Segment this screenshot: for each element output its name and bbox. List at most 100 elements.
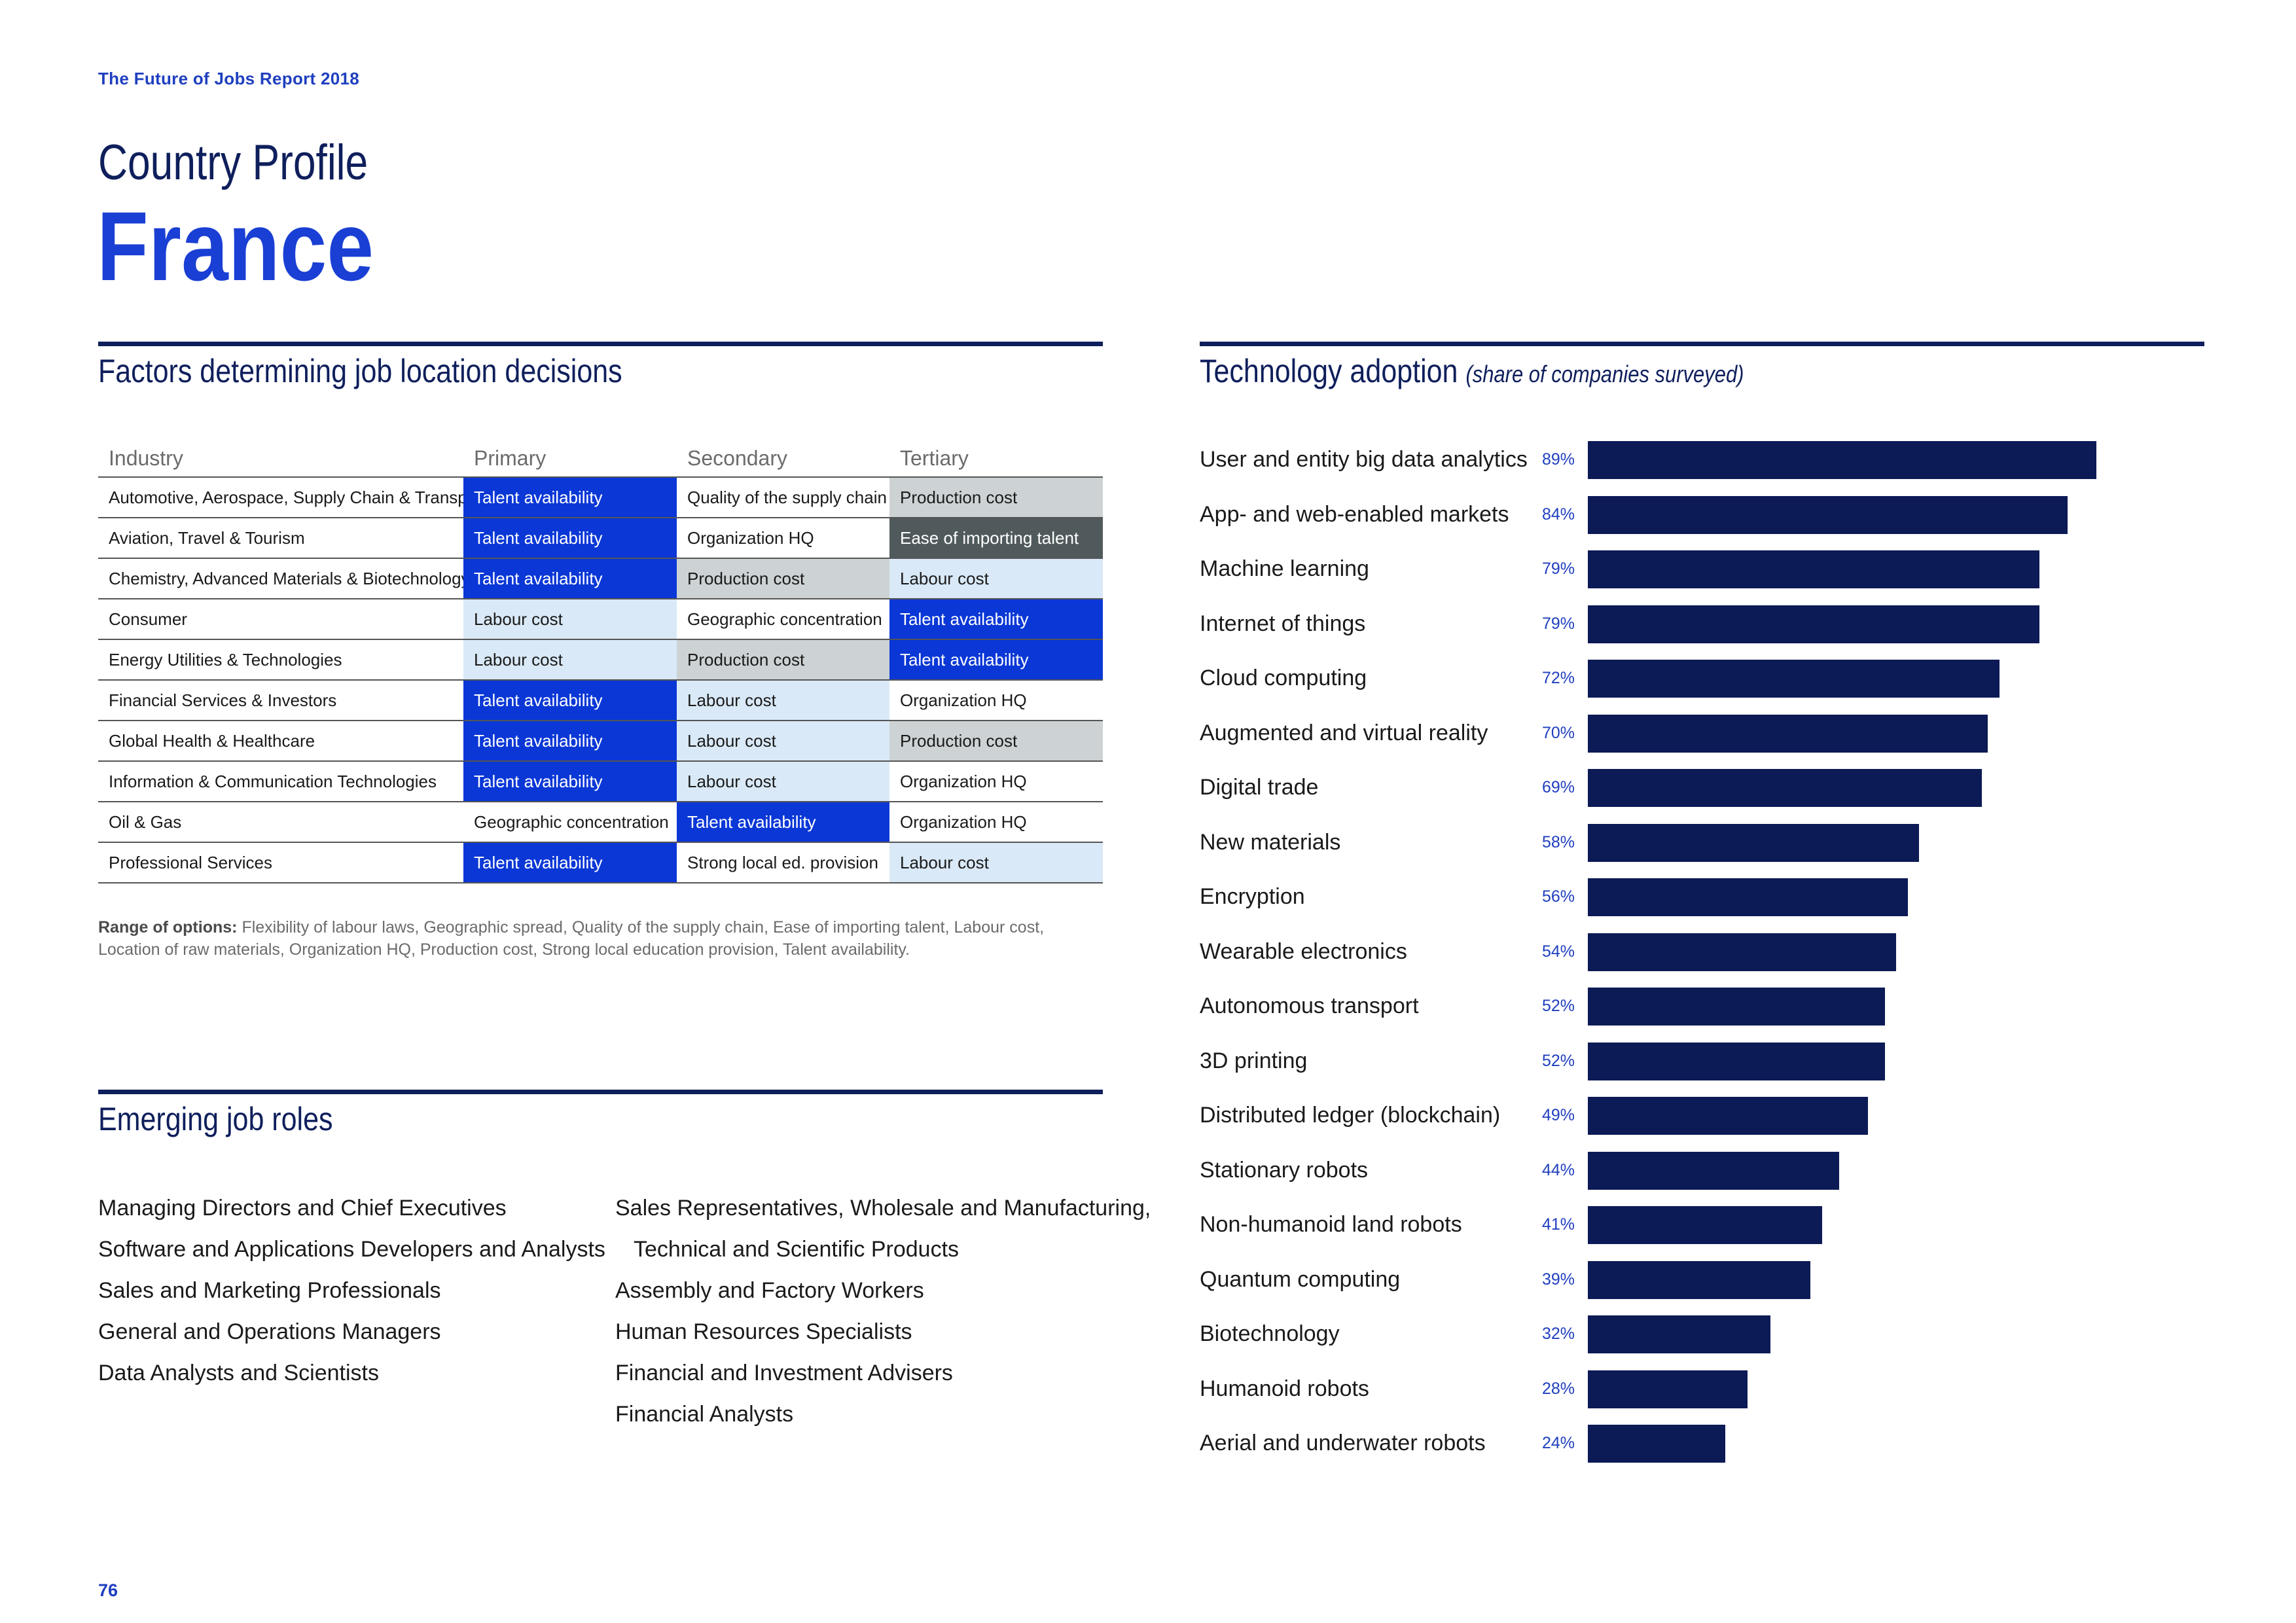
table-row: Energy Utilities & Technologies Labour c… <box>98 639 1103 681</box>
factors-header-row: Industry Primary Secondary Tertiary <box>98 440 1103 478</box>
tech-bar <box>1588 550 2039 588</box>
tech-bar <box>1588 1260 1811 1299</box>
tertiary-cell: Labour cost <box>889 842 1103 883</box>
section-rule-roles <box>98 1090 1103 1094</box>
tech-bar <box>1588 495 2068 534</box>
tech-value-label: 49% <box>1542 1106 1575 1124</box>
secondary-cell: Production cost <box>677 558 889 599</box>
tech-bar <box>1588 605 2039 643</box>
report-title: The Future of Jobs Report 2018 <box>98 69 360 88</box>
roles-column-1: Managing Directors and Chief Executives … <box>98 1188 605 1394</box>
role-item: General and Operations Managers <box>98 1319 441 1344</box>
tech-label: Cloud computing <box>1200 666 1367 690</box>
primary-cell: Talent availability <box>463 761 677 802</box>
tech-value-label: 89% <box>1542 450 1575 469</box>
role-item: Sales and Marketing Professionals <box>98 1278 441 1303</box>
tech-bar <box>1588 769 1982 807</box>
tech-bar <box>1588 1042 1885 1080</box>
tech-label: Wearable electronics <box>1200 938 1407 964</box>
primary-cell: Talent availability <box>463 721 677 762</box>
secondary-cell: Labour cost <box>677 761 889 802</box>
table-row: Global Health & Healthcare Talent availa… <box>98 721 1103 762</box>
section-rule-tech <box>1200 342 2204 346</box>
secondary-cell: Organization HQ <box>677 518 889 559</box>
tertiary-cell: Organization HQ <box>889 761 1103 802</box>
tech-value-label: 44% <box>1542 1160 1575 1179</box>
range-of-options-note: Range of options: Flexibility of labour … <box>98 916 1103 961</box>
tertiary-cell: Talent availability <box>889 599 1103 640</box>
tertiary-cell: Organization HQ <box>889 680 1103 721</box>
industry-cell: Energy Utilities & Technologies <box>98 639 463 681</box>
tech-value-label: 69% <box>1542 778 1575 796</box>
tertiary-cell: Labour cost <box>889 558 1103 599</box>
tech-value-label: 54% <box>1542 942 1575 961</box>
tech-bar <box>1588 823 1920 862</box>
tertiary-cell: Organization HQ <box>889 802 1103 843</box>
industry-cell: Consumer <box>98 599 463 640</box>
tech-label: Distributed ledger (blockchain) <box>1200 1103 1501 1128</box>
primary-cell: Labour cost <box>463 639 677 681</box>
secondary-cell: Labour cost <box>677 721 889 762</box>
country-title: France <box>97 191 374 301</box>
tech-label: Biotechnology <box>1200 1321 1340 1346</box>
tech-label: Machine learning <box>1200 556 1369 581</box>
primary-cell: Talent availability <box>463 558 677 599</box>
industry-cell: Automotive, Aerospace, Supply Chain & Tr… <box>98 477 463 518</box>
table-row: Automotive, Aerospace, Supply Chain & Tr… <box>98 477 1103 518</box>
role-item: Technical and Scientific Products <box>634 1237 960 1262</box>
industry-cell: Chemistry, Advanced Materials & Biotechn… <box>98 558 463 599</box>
tech-label: Internet of things <box>1200 611 1366 636</box>
tech-bar <box>1588 1097 1868 1135</box>
roles-column-2: Sales Representatives, Wholesale and Man… <box>615 1188 1151 1435</box>
table-row: Professional Services Talent availabilit… <box>98 842 1103 883</box>
role-item: Human Resources Specialists <box>615 1319 912 1344</box>
factors-title: Factors determining job location decisio… <box>98 353 622 389</box>
tech-label: Stationary robots <box>1200 1157 1369 1183</box>
range-label: Range of options: <box>98 918 238 936</box>
tech-value-label: 72% <box>1542 669 1575 687</box>
primary-cell: Talent availability <box>463 680 677 721</box>
industry-cell: Global Health & Healthcare <box>98 721 463 762</box>
table-row: Chemistry, Advanced Materials & Biotechn… <box>98 558 1103 599</box>
tech-value-label: 52% <box>1542 997 1575 1015</box>
tertiary-cell: Talent availability <box>889 639 1103 681</box>
tech-value-label: 56% <box>1542 887 1575 906</box>
tech-value-label: 32% <box>1542 1325 1575 1343</box>
tech-bar <box>1588 1315 1771 1353</box>
secondary-cell: Geographic concentration <box>677 599 889 640</box>
secondary-cell: Talent availability <box>677 802 889 843</box>
tech-bar <box>1588 1370 1748 1408</box>
tech-value-label: 52% <box>1542 1051 1575 1070</box>
section-rule-factors <box>98 342 1103 346</box>
role-item: Software and Applications Developers and… <box>98 1237 605 1262</box>
roles-title: Emerging job roles <box>98 1101 333 1137</box>
secondary-cell: Quality of the supply chain <box>677 477 889 518</box>
tech-bar <box>1588 933 1897 971</box>
industry-cell: Oil & Gas <box>98 802 463 843</box>
col-header-primary: Primary <box>463 440 677 478</box>
tech-label: Aerial and underwater robots <box>1200 1431 1486 1455</box>
tech-value-label: 79% <box>1542 560 1575 578</box>
tech-label: Digital trade <box>1200 775 1319 800</box>
tech-title: Technology adoption <box>1200 353 1458 389</box>
tech-label: Autonomous transport <box>1200 993 1419 1018</box>
role-item: Data Analysts and Scientists <box>98 1361 380 1385</box>
tertiary-cell: Ease of importing talent <box>889 518 1103 559</box>
page-number: 76 <box>98 1580 118 1600</box>
role-item: Managing Directors and Chief Executives <box>98 1196 507 1221</box>
tech-bar <box>1588 1151 1840 1190</box>
factors-table: Industry Primary Secondary Tertiary Auto… <box>98 440 1103 883</box>
tech-value-label: 28% <box>1542 1379 1575 1398</box>
tech-bar <box>1588 988 1885 1026</box>
table-row: Oil & Gas Geographic concentration Talen… <box>98 802 1103 843</box>
tech-bar <box>1588 878 1908 916</box>
role-item: Financial Analysts <box>615 1402 794 1427</box>
tech-label: User and entity big data analytics <box>1200 447 1528 472</box>
primary-cell: Talent availability <box>463 518 677 559</box>
tech-label: Quantum computing <box>1200 1266 1401 1292</box>
primary-cell: Labour cost <box>463 599 677 640</box>
tech-label: Humanoid robots <box>1200 1376 1369 1401</box>
table-row: Financial Services & Investors Talent av… <box>98 680 1103 721</box>
col-header-industry: Industry <box>98 440 463 478</box>
table-row: Consumer Labour cost Geographic concentr… <box>98 599 1103 640</box>
